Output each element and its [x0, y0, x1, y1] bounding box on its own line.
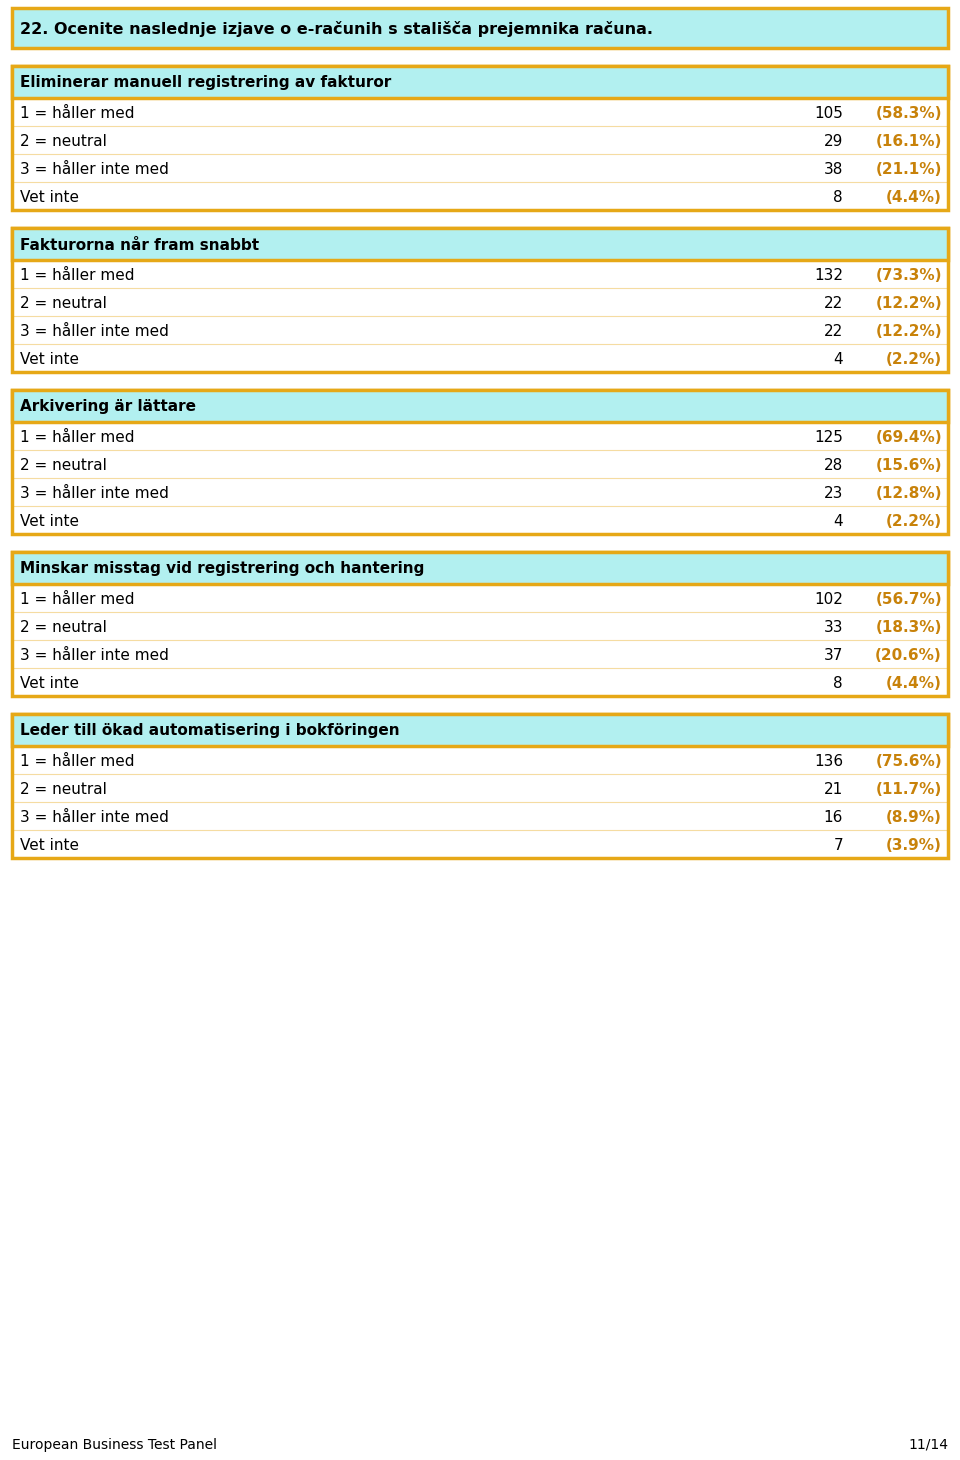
- Bar: [12, 66, 948, 210]
- Bar: [12, 390, 948, 534]
- Text: Leder till ökad automatisering i bokföringen: Leder till ökad automatisering i bokföri…: [20, 724, 399, 739]
- Text: 125: 125: [814, 429, 843, 444]
- Text: 28: 28: [824, 457, 843, 473]
- Text: 1 = håller med: 1 = håller med: [20, 267, 134, 282]
- Bar: [12, 228, 948, 260]
- Text: 22: 22: [824, 324, 843, 339]
- Text: 22. Ocenite naslednje izjave o e-računih s stališča prejemnika računa.: 22. Ocenite naslednje izjave o e-računih…: [20, 20, 653, 36]
- Text: (18.3%): (18.3%): [876, 619, 942, 635]
- Bar: [12, 552, 948, 584]
- Text: 1 = håller med: 1 = håller med: [20, 591, 134, 606]
- Text: 136: 136: [814, 753, 843, 768]
- Text: 132: 132: [814, 267, 843, 282]
- Text: (21.1%): (21.1%): [876, 162, 942, 177]
- Text: (3.9%): (3.9%): [886, 838, 942, 853]
- Text: 2 = neutral: 2 = neutral: [20, 619, 107, 635]
- Text: (11.7%): (11.7%): [876, 781, 942, 797]
- Text: 8: 8: [833, 190, 843, 204]
- Bar: [12, 390, 948, 422]
- Text: 2 = neutral: 2 = neutral: [20, 457, 107, 473]
- Text: 21: 21: [824, 781, 843, 797]
- Text: (69.4%): (69.4%): [876, 429, 942, 444]
- Text: 105: 105: [814, 105, 843, 121]
- Text: Vet inte: Vet inte: [20, 676, 79, 691]
- Text: 2 = neutral: 2 = neutral: [20, 133, 107, 149]
- Text: (12.2%): (12.2%): [876, 295, 942, 311]
- Text: European Business Test Panel: European Business Test Panel: [12, 1438, 217, 1453]
- Bar: [12, 552, 948, 696]
- Text: 16: 16: [824, 809, 843, 825]
- Text: (4.4%): (4.4%): [886, 190, 942, 204]
- Text: 1 = håller med: 1 = håller med: [20, 105, 134, 121]
- Bar: [12, 714, 948, 858]
- Text: Fakturorna når fram snabbt: Fakturorna når fram snabbt: [20, 238, 259, 253]
- Text: (16.1%): (16.1%): [876, 133, 942, 149]
- Text: 3 = håller inte med: 3 = håller inte med: [20, 486, 169, 501]
- Text: Vet inte: Vet inte: [20, 514, 79, 529]
- Text: 3 = håller inte med: 3 = håller inte med: [20, 162, 169, 177]
- Text: (58.3%): (58.3%): [876, 105, 942, 121]
- Text: 3 = håller inte med: 3 = håller inte med: [20, 324, 169, 339]
- Bar: [12, 7, 948, 48]
- Text: (2.2%): (2.2%): [886, 514, 942, 529]
- Text: 4: 4: [833, 352, 843, 366]
- Text: (12.2%): (12.2%): [876, 324, 942, 339]
- Text: Vet inte: Vet inte: [20, 352, 79, 366]
- Bar: [12, 714, 948, 746]
- Text: 38: 38: [824, 162, 843, 177]
- Text: 3 = håller inte med: 3 = håller inte med: [20, 809, 169, 825]
- Text: (15.6%): (15.6%): [876, 457, 942, 473]
- Text: (75.6%): (75.6%): [876, 753, 942, 768]
- Text: Minskar misstag vid registrering och hantering: Minskar misstag vid registrering och han…: [20, 562, 424, 577]
- Text: 1 = håller med: 1 = håller med: [20, 429, 134, 444]
- Text: 22: 22: [824, 295, 843, 311]
- Bar: [12, 228, 948, 372]
- Text: 23: 23: [824, 486, 843, 501]
- Text: (20.6%): (20.6%): [876, 647, 942, 663]
- Text: 4: 4: [833, 514, 843, 529]
- Text: 7: 7: [833, 838, 843, 853]
- Text: 37: 37: [824, 647, 843, 663]
- Text: (56.7%): (56.7%): [876, 591, 942, 606]
- Text: 33: 33: [824, 619, 843, 635]
- Text: 2 = neutral: 2 = neutral: [20, 781, 107, 797]
- Text: 102: 102: [814, 591, 843, 606]
- Bar: [12, 66, 948, 98]
- Text: 1 = håller med: 1 = håller med: [20, 753, 134, 768]
- Text: (12.8%): (12.8%): [876, 486, 942, 501]
- Text: (8.9%): (8.9%): [886, 809, 942, 825]
- Text: (4.4%): (4.4%): [886, 676, 942, 691]
- Text: 29: 29: [824, 133, 843, 149]
- Text: Vet inte: Vet inte: [20, 190, 79, 204]
- Text: 11/14: 11/14: [908, 1438, 948, 1453]
- Text: (2.2%): (2.2%): [886, 352, 942, 366]
- Text: Vet inte: Vet inte: [20, 838, 79, 853]
- Text: (73.3%): (73.3%): [876, 267, 942, 282]
- Text: 8: 8: [833, 676, 843, 691]
- Text: 2 = neutral: 2 = neutral: [20, 295, 107, 311]
- Text: Eliminerar manuell registrering av fakturor: Eliminerar manuell registrering av faktu…: [20, 76, 392, 91]
- Text: Arkivering är lättare: Arkivering är lättare: [20, 400, 196, 415]
- Text: 3 = håller inte med: 3 = håller inte med: [20, 647, 169, 663]
